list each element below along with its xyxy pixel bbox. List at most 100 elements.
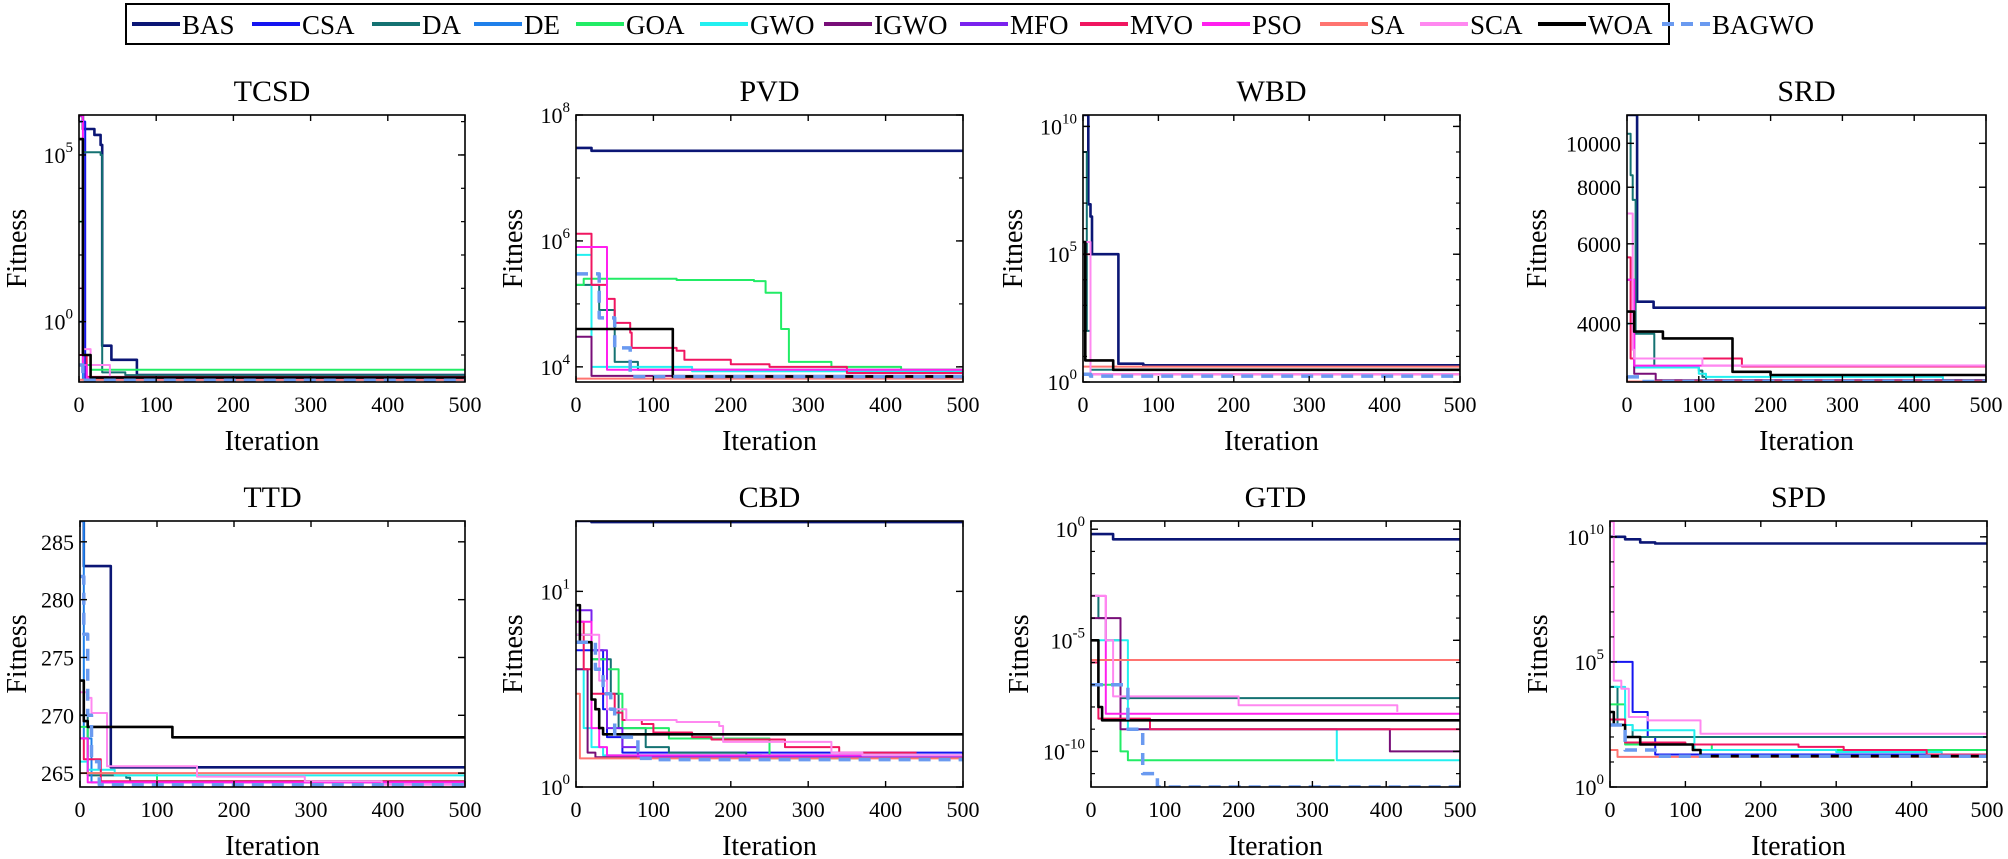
series-group (79, 115, 465, 382)
series-line-mvo (576, 232, 963, 375)
x-tick-label: 100 (1682, 392, 1715, 417)
tick-base: 10 (1567, 525, 1589, 550)
x-tick-label: 0 (1078, 392, 1089, 417)
series-line-mvo (1083, 253, 1460, 376)
legend-entry-goa: GOA (576, 10, 685, 40)
x-tick-label: 300 (1293, 392, 1326, 417)
x-tick-label: 300 (1820, 797, 1853, 822)
tick-base: 10 (541, 229, 563, 254)
y-tick-label: 4000 (1577, 312, 1621, 337)
x-tick-label: 500 (1970, 392, 2003, 417)
tick-exponent: 1 (563, 576, 571, 592)
subplot-title: SPD (1771, 481, 1826, 514)
series-group (1610, 521, 1987, 758)
x-tick-label: 500 (449, 797, 482, 822)
series-line-bagwo (1083, 372, 1460, 378)
y-tick-label: 6000 (1577, 232, 1621, 257)
subplot-title: TTD (243, 481, 301, 514)
y-tick-label: 10000 (1566, 131, 1621, 156)
series-line-bagwo (1627, 375, 1986, 382)
x-axis-label: Iteration (1751, 831, 1846, 859)
legend-label: CSA (302, 10, 355, 40)
x-tick-label: 200 (217, 392, 250, 417)
tick-base: 10 (44, 143, 66, 168)
legend-label: IGWO (874, 10, 947, 40)
x-tick-label: 400 (1368, 392, 1401, 417)
x-tick-label: 100 (141, 797, 174, 822)
series-line-pso (79, 115, 465, 380)
series-group (576, 146, 963, 380)
axes-box (1090, 520, 1461, 788)
y-tick-label: 104 (541, 352, 571, 380)
series-group (80, 521, 465, 787)
y-tick-label: 10-5 (1051, 625, 1086, 653)
subplot-title: TCSD (234, 75, 311, 108)
x-tick-label: 500 (1971, 797, 2004, 822)
x-tick-label: 400 (1370, 797, 1403, 822)
legend-label: MFO (1010, 10, 1069, 40)
subplot-title: PVD (739, 75, 799, 108)
series-line-bas (80, 521, 465, 769)
x-axis-label: Iteration (722, 426, 817, 457)
tick-exponent: 0 (1070, 367, 1078, 383)
y-tick-label: 100 (541, 772, 571, 800)
subplot-ttd: TTD 0 100 200 300 400 500 285 280 275 270 265 Iterat… (2, 481, 482, 859)
subplot-title: WBD (1237, 75, 1307, 108)
series-line-gwo (576, 253, 963, 373)
x-tick-label: 300 (294, 392, 327, 417)
y-tick-label: 105 (1048, 239, 1078, 267)
tick-exponent: 8 (563, 100, 571, 116)
legend-entry-bas: BAS (132, 10, 235, 40)
y-tick-label: 101 (541, 576, 571, 604)
y-tick-label: 100 (1048, 367, 1078, 395)
subplot-srd: SRD 0 100 200 300 400 500 10000 8000 6000 4000 Iter… (1522, 75, 2003, 457)
series-line-bagwo (1610, 723, 1987, 758)
series-line-pso (1627, 278, 1986, 368)
tick-exponent: 0 (66, 307, 74, 323)
series-line-da (1091, 594, 1460, 700)
tick-base: 10 (1575, 650, 1597, 675)
tick-exponent: -5 (1073, 625, 1086, 641)
legend-label: WOA (1588, 10, 1653, 40)
y-axis-label: Fitness (1004, 614, 1035, 693)
y-axis-label: Fitness (998, 209, 1029, 288)
series-line-woa (79, 137, 465, 379)
x-tick-label: 300 (792, 392, 825, 417)
tick-exponent: 4 (563, 352, 571, 368)
legend-entry-mfo: MFO (960, 10, 1069, 40)
tick-base: 10 (44, 310, 66, 335)
series-line-bas (79, 115, 465, 377)
series-line-da (79, 138, 465, 377)
x-tick-label: 200 (1754, 392, 1787, 417)
series-line-csa (79, 120, 465, 380)
y-tick-label: 270 (41, 703, 74, 728)
y-axis-label: Fitness (2, 614, 33, 693)
legend-entry-de: DE (474, 10, 560, 40)
y-tick-label: 10-10 (1043, 736, 1085, 764)
tick-base: 10 (1056, 517, 1078, 542)
x-tick-label: 300 (1296, 797, 1329, 822)
x-tick-label: 100 (1148, 797, 1181, 822)
series-line-sca (1083, 241, 1460, 376)
legend-label: BAS (182, 10, 235, 40)
series-group (1627, 115, 1986, 382)
series-line-gwo (1091, 639, 1460, 762)
x-tick-label: 500 (449, 392, 482, 417)
series-line-sa (576, 692, 963, 760)
legend: BAS CSA DA DE GOA GWO IGWO MFO MVO PSO SA SCA WOA BAG… (125, 3, 1814, 45)
x-tick-label: 500 (947, 392, 980, 417)
x-tick-label: 100 (1142, 392, 1175, 417)
legend-label: PSO (1252, 10, 1302, 40)
subplot-title: SRD (1777, 75, 1835, 108)
x-tick-label: 400 (1898, 392, 1931, 417)
x-tick-label: 100 (637, 797, 670, 822)
series-line-woa (1083, 240, 1460, 372)
series-line-woa (1627, 310, 1986, 377)
x-tick-label: 100 (637, 392, 670, 417)
series-line-sca (1627, 212, 1986, 367)
x-tick-label: 0 (1622, 392, 1633, 417)
